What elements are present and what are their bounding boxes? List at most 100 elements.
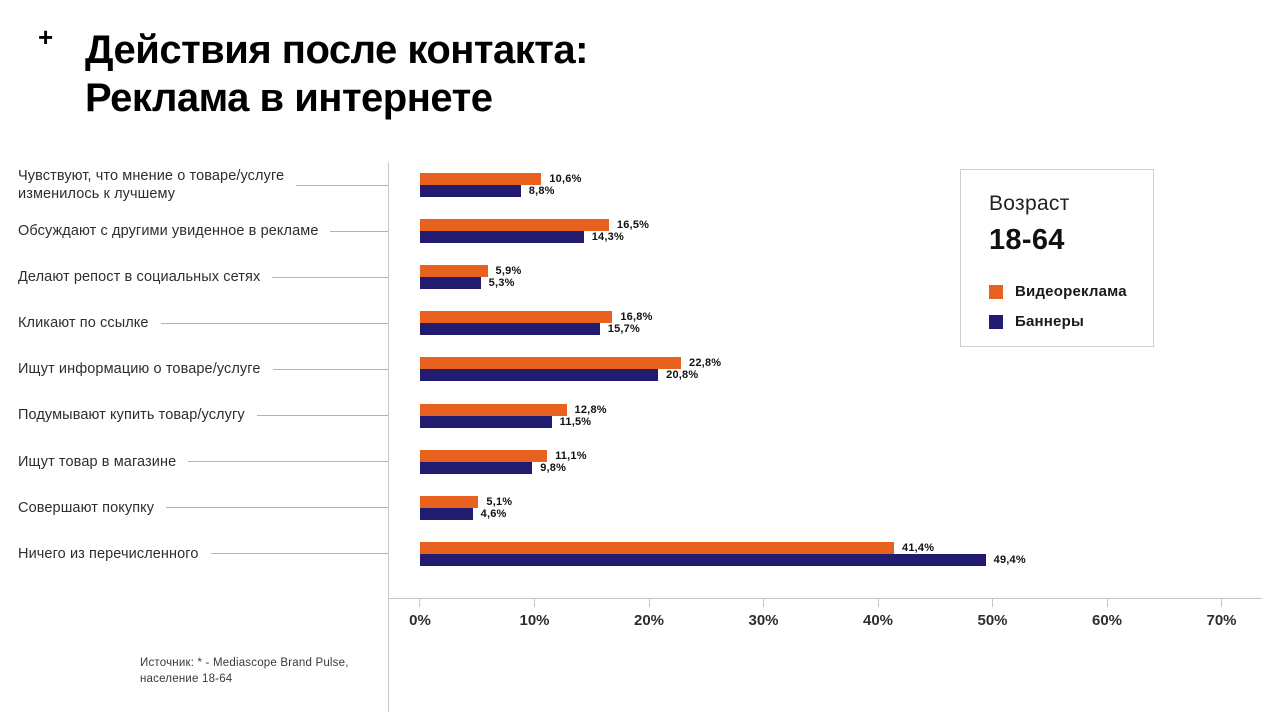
chart-row: Чувствуют, что мнение о товаре/услуге из… <box>0 162 1280 208</box>
bar-video <box>420 265 488 278</box>
leader-line <box>330 230 388 232</box>
tick-mark <box>648 598 650 607</box>
tick-label: 20% <box>633 612 665 629</box>
leader-line <box>166 507 388 509</box>
bar-value-banner: 9,8% <box>540 461 567 474</box>
y-axis-line <box>388 162 389 712</box>
bar-value-video: 12,8% <box>574 403 607 416</box>
legend-item-banner: Баннеры <box>989 313 1153 330</box>
bar-value-video: 5,1% <box>486 495 513 508</box>
tick-label: 70% <box>1206 612 1237 629</box>
tick-label: 30% <box>748 612 779 629</box>
tick-mark <box>534 598 535 607</box>
category: Делают репост в социальных сетях <box>18 254 388 300</box>
bar-pair: 10,6% 8,8% <box>420 173 582 197</box>
legend-age-range: 18-64 <box>989 224 1065 256</box>
leader-line <box>296 184 388 186</box>
chart-row: Подумывают купить товар/услугу 12,8% 11,… <box>0 393 1280 439</box>
bar-value-video: 10,6% <box>549 173 582 185</box>
bar-pair: 41,4% 49,4% <box>420 541 1026 566</box>
tick-mark <box>1106 598 1108 607</box>
bar-pair: 22,8% 20,8% <box>420 357 721 382</box>
bar-video <box>420 219 609 232</box>
bar-value-video: 16,5% <box>616 219 650 232</box>
bar-pair: 5,9% 5,3% <box>420 265 522 290</box>
category-label: Чувствуют, что мнение о товаре/услуге из… <box>18 167 285 202</box>
bar-value-video: 41,4% <box>902 541 935 554</box>
leader-line <box>272 276 388 278</box>
bar-value-video: 5,9% <box>495 265 522 278</box>
banner-swatch-icon <box>989 314 1003 329</box>
chart-row: Совершают покупку 5,1% 4,6% <box>0 485 1280 531</box>
bar-value-banner: 8,8% <box>528 185 555 197</box>
x-axis-tick: 30% <box>748 598 779 629</box>
x-axis-tick: 10% <box>519 598 550 629</box>
bar-banner <box>420 461 533 474</box>
category-label: Обсуждают с другими увиденное в рекламе <box>18 223 319 240</box>
tick-label: 0% <box>409 612 431 629</box>
bar-pair: 16,5% 14,3% <box>420 219 650 244</box>
plus-icon: + <box>38 22 54 52</box>
bar-video <box>420 311 613 324</box>
bar-value-banner: 14,3% <box>591 231 624 244</box>
tick-label: 10% <box>519 612 550 629</box>
bar-pair: 12,8% 11,5% <box>420 403 607 428</box>
bar-pair: 16,8% 15,7% <box>420 311 653 336</box>
tick-mark <box>763 598 764 607</box>
bar-video <box>420 495 479 508</box>
bar-value-banner: 49,4% <box>993 553 1026 566</box>
page-title: Действия после контакта: Реклама в интер… <box>85 28 588 120</box>
category: Ничего из перечисленного <box>18 531 388 577</box>
chart-row: Ищут информацию о товаре/услуге 22,8% 20… <box>0 346 1280 392</box>
chart-row: Ничего из перечисленного 41,4% 49,4% <box>0 531 1280 577</box>
legend-box: Возраст 18-64 Видеореклама Баннеры <box>960 169 1154 347</box>
bar-video <box>420 173 542 185</box>
tick-label: 50% <box>977 612 1008 629</box>
leader-line <box>188 461 388 463</box>
x-axis-tick: 20% <box>634 598 664 629</box>
legend-label-banner: Баннеры <box>1015 313 1084 330</box>
bar-value-video: 11,1% <box>555 449 587 462</box>
chart-row: Кликают по ссылке 16,8% 15,7% <box>0 300 1280 346</box>
tick-label: 40% <box>862 612 894 629</box>
leader-line <box>210 553 388 555</box>
leader-line <box>256 415 388 416</box>
legend-items: Видеореклама Баннеры <box>989 283 1153 330</box>
bar-banner <box>420 277 481 290</box>
leader-line <box>272 368 388 370</box>
bar-value-video: 16,8% <box>620 311 653 324</box>
bar-banner <box>420 415 552 428</box>
bar-value-banner: 11,5% <box>559 415 592 428</box>
x-axis-tick: 0% <box>409 598 431 629</box>
bar-video <box>420 541 895 554</box>
x-axis-tick: 50% <box>977 598 1008 629</box>
bar-banner <box>420 507 473 520</box>
category: Обсуждают с другими увиденное в рекламе <box>18 208 388 254</box>
legend-label-video: Видеореклама <box>1015 283 1127 300</box>
x-axis-tick: 60% <box>1092 598 1122 629</box>
category: Чувствуют, что мнение о товаре/услуге из… <box>18 162 388 208</box>
chart-row: Делают репост в социальных сетях 5,9% 5,… <box>0 254 1280 300</box>
category: Кликают по ссылке <box>18 300 388 346</box>
category-label: Совершают покупку <box>18 499 155 516</box>
tick-mark <box>419 598 421 607</box>
bar-video <box>420 403 567 416</box>
bar-value-banner: 20,8% <box>666 369 699 382</box>
category: Ищут товар в магазине <box>18 439 388 485</box>
bar-pair: 11,1% 9,8% <box>420 449 587 474</box>
tick-mark <box>992 598 993 607</box>
category-label: Ничего из перечисленного <box>18 545 199 562</box>
legend-title: Возраст <box>989 192 1070 215</box>
bar-pair: 5,1% 4,6% <box>420 495 513 520</box>
tick-label: 60% <box>1091 612 1123 629</box>
category-label: Ищут товар в магазине <box>18 453 177 470</box>
category-label: Делают репост в социальных сетях <box>18 269 261 286</box>
category: Подумывают купить товар/услугу <box>18 393 388 439</box>
video-swatch-icon <box>989 284 1003 299</box>
bar-value-banner: 4,6% <box>480 507 507 520</box>
x-axis-tick: 70% <box>1206 598 1237 629</box>
bar-banner <box>420 323 600 336</box>
category-label: Кликают по ссылке <box>18 315 149 332</box>
x-axis-line <box>388 598 1262 599</box>
